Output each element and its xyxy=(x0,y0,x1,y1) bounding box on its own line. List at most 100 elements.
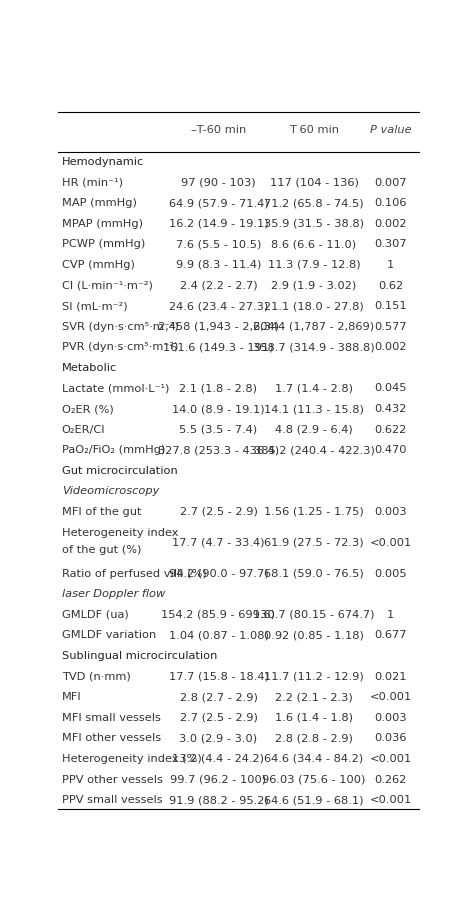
Text: 4.8 (2.9 - 6.4): 4.8 (2.9 - 6.4) xyxy=(275,425,353,435)
Text: 97 (90 - 103): 97 (90 - 103) xyxy=(181,178,256,187)
Text: 2,344 (1,787 - 2,869): 2,344 (1,787 - 2,869) xyxy=(253,321,374,331)
Text: 0.003: 0.003 xyxy=(374,507,407,517)
Text: 64.9 (57.9 - 71.4): 64.9 (57.9 - 71.4) xyxy=(169,198,268,208)
Text: 14.0 (8.9 - 19.1): 14.0 (8.9 - 19.1) xyxy=(172,404,265,415)
Text: 2.2 (2.1 - 2.3): 2.2 (2.1 - 2.3) xyxy=(275,692,353,702)
Text: 385.2 (240.4 - 422.3): 385.2 (240.4 - 422.3) xyxy=(253,446,374,456)
Text: SVR (dyn·s·cm⁵·m⁻²): SVR (dyn·s·cm⁵·m⁻²) xyxy=(62,321,179,331)
Text: 71.2 (65.8 - 74.5): 71.2 (65.8 - 74.5) xyxy=(264,198,364,208)
Text: 0.151: 0.151 xyxy=(374,301,407,311)
Text: 17.7 (15.8 - 18.4): 17.7 (15.8 - 18.4) xyxy=(168,672,268,682)
Text: 2,458 (1,943 - 2,604): 2,458 (1,943 - 2,604) xyxy=(158,321,279,331)
Text: Gut microcirculation: Gut microcirculation xyxy=(62,466,178,476)
Text: 17.7 (4.7 - 33.4): 17.7 (4.7 - 33.4) xyxy=(172,538,265,548)
Text: 0.021: 0.021 xyxy=(374,672,407,682)
Text: 16.2 (14.9 - 19.1): 16.2 (14.9 - 19.1) xyxy=(169,219,268,229)
Text: 0.577: 0.577 xyxy=(374,321,407,331)
Text: 0.002: 0.002 xyxy=(374,342,407,352)
Text: Lactate (mmol·L⁻¹): Lactate (mmol·L⁻¹) xyxy=(62,383,169,394)
Text: 68.1 (59.0 - 76.5): 68.1 (59.0 - 76.5) xyxy=(264,569,364,579)
Text: PaO₂/FiO₂ (mmHg): PaO₂/FiO₂ (mmHg) xyxy=(62,446,165,456)
Text: 327.8 (253.3 - 436.4): 327.8 (253.3 - 436.4) xyxy=(158,446,279,456)
Text: MFI other vessels: MFI other vessels xyxy=(62,733,161,743)
Text: 2.7 (2.5 - 2.9): 2.7 (2.5 - 2.9) xyxy=(179,507,258,517)
Text: 3.0 (2.9 - 3.0): 3.0 (2.9 - 3.0) xyxy=(179,733,258,743)
Text: HR (min⁻¹): HR (min⁻¹) xyxy=(62,178,123,187)
Text: 130.7 (80.15 - 674.7): 130.7 (80.15 - 674.7) xyxy=(253,610,375,620)
Text: 2.1 (1.8 - 2.8): 2.1 (1.8 - 2.8) xyxy=(179,383,258,394)
Text: 11.7 (11.2 - 12.9): 11.7 (11.2 - 12.9) xyxy=(264,672,364,682)
Text: 1.56 (1.25 - 1.75): 1.56 (1.25 - 1.75) xyxy=(264,507,364,517)
Text: 0.62: 0.62 xyxy=(378,280,403,290)
Text: GMLDF variation: GMLDF variation xyxy=(62,631,156,641)
Text: Videomicroscopy: Videomicroscopy xyxy=(62,487,159,497)
Text: SI (mL·m⁻²): SI (mL·m⁻²) xyxy=(62,301,127,311)
Text: 61.9 (27.5 - 72.3): 61.9 (27.5 - 72.3) xyxy=(264,538,364,548)
Text: 64.6 (51.9 - 68.1): 64.6 (51.9 - 68.1) xyxy=(264,795,364,805)
Text: <0.001: <0.001 xyxy=(370,754,412,764)
Text: Heterogeneity index (%): Heterogeneity index (%) xyxy=(62,754,201,764)
Text: 2.8 (2.8 - 2.9): 2.8 (2.8 - 2.9) xyxy=(275,733,353,743)
Text: 0.002: 0.002 xyxy=(374,219,407,229)
Text: 24.6 (23.4 - 27.3): 24.6 (23.4 - 27.3) xyxy=(169,301,268,311)
Text: Heterogeneity index: Heterogeneity index xyxy=(62,529,178,539)
Text: 96.03 (75.6 - 100): 96.03 (75.6 - 100) xyxy=(262,774,365,784)
Text: 0.005: 0.005 xyxy=(374,569,407,579)
Text: of the gut (%): of the gut (%) xyxy=(62,545,141,555)
Text: O₂ER/CI: O₂ER/CI xyxy=(62,425,106,435)
Text: 1.7 (1.4 - 2.8): 1.7 (1.4 - 2.8) xyxy=(275,383,353,394)
Text: PPV other vessels: PPV other vessels xyxy=(62,774,163,784)
Text: Hemodynamic: Hemodynamic xyxy=(62,157,144,167)
Text: PVR (dyn·s·cm⁵·m⁻²): PVR (dyn·s·cm⁵·m⁻²) xyxy=(62,342,178,352)
Text: 14.1 (11.3 - 15.8): 14.1 (11.3 - 15.8) xyxy=(264,404,364,415)
Text: 99.7 (96.2 - 100): 99.7 (96.2 - 100) xyxy=(171,774,266,784)
Text: 2.9 (1.9 - 3.02): 2.9 (1.9 - 3.02) xyxy=(272,280,357,290)
Text: Ratio of perfused villi (%): Ratio of perfused villi (%) xyxy=(62,569,206,579)
Text: 1.6 (1.4 - 1.8): 1.6 (1.4 - 1.8) xyxy=(275,713,353,723)
Text: 94.2 (90.0 - 97.7): 94.2 (90.0 - 97.7) xyxy=(169,569,268,579)
Text: <0.001: <0.001 xyxy=(370,795,412,805)
Text: <0.001: <0.001 xyxy=(370,538,412,548)
Text: TVD (n·mm): TVD (n·mm) xyxy=(62,672,131,682)
Text: 0.432: 0.432 xyxy=(374,404,407,415)
Text: Metabolic: Metabolic xyxy=(62,362,117,373)
Text: 8.6 (6.6 - 11.0): 8.6 (6.6 - 11.0) xyxy=(272,239,357,249)
Text: 5.5 (3.5 - 7.4): 5.5 (3.5 - 7.4) xyxy=(179,425,258,435)
Text: 7.6 (5.5 - 10.5): 7.6 (5.5 - 10.5) xyxy=(176,239,261,249)
Text: 0.045: 0.045 xyxy=(374,383,407,394)
Text: 161.6 (149.3 - 191): 161.6 (149.3 - 191) xyxy=(163,342,274,352)
Text: 35.9 (31.5 - 38.8): 35.9 (31.5 - 38.8) xyxy=(264,219,364,229)
Text: 91.9 (88.2 - 95.2): 91.9 (88.2 - 95.2) xyxy=(169,795,268,805)
Text: MPAP (mmHg): MPAP (mmHg) xyxy=(62,219,143,229)
Text: 21.1 (18.0 - 27.8): 21.1 (18.0 - 27.8) xyxy=(264,301,364,311)
Text: CI (L·min⁻¹·m⁻²): CI (L·min⁻¹·m⁻²) xyxy=(62,280,153,290)
Text: T 60 min: T 60 min xyxy=(289,125,339,135)
Text: 154.2 (85.9 - 699.6): 154.2 (85.9 - 699.6) xyxy=(161,610,275,620)
Text: 0.92 (0.85 - 1.18): 0.92 (0.85 - 1.18) xyxy=(264,631,364,641)
Text: 1: 1 xyxy=(387,610,394,620)
Text: 64.6 (34.4 - 84.2): 64.6 (34.4 - 84.2) xyxy=(265,754,364,764)
Text: 0.007: 0.007 xyxy=(374,178,407,187)
Text: MFI: MFI xyxy=(62,692,81,702)
Text: 1: 1 xyxy=(387,260,394,270)
Text: MFI of the gut: MFI of the gut xyxy=(62,507,141,517)
Text: 0.622: 0.622 xyxy=(374,425,407,435)
Text: 9.9 (8.3 - 11.4): 9.9 (8.3 - 11.4) xyxy=(176,260,261,270)
Text: PCWP (mmHg): PCWP (mmHg) xyxy=(62,239,145,249)
Text: 1.04 (0.87 - 1.08): 1.04 (0.87 - 1.08) xyxy=(168,631,268,641)
Text: 358.7 (314.9 - 388.8): 358.7 (314.9 - 388.8) xyxy=(253,342,375,352)
Text: MFI small vessels: MFI small vessels xyxy=(62,713,160,723)
Text: 117 (104 - 136): 117 (104 - 136) xyxy=(270,178,359,187)
Text: laser Doppler flow: laser Doppler flow xyxy=(62,589,165,599)
Text: –T-60 min: –T-60 min xyxy=(191,125,246,135)
Text: <0.001: <0.001 xyxy=(370,692,412,702)
Text: Sublingual microcirculation: Sublingual microcirculation xyxy=(62,651,217,661)
Text: 0.307: 0.307 xyxy=(374,239,407,249)
Text: 11.3 (7.9 - 12.8): 11.3 (7.9 - 12.8) xyxy=(268,260,360,270)
Text: 2.4 (2.2 - 2.7): 2.4 (2.2 - 2.7) xyxy=(179,280,257,290)
Text: 0.003: 0.003 xyxy=(374,713,407,723)
Text: CVP (mmHg): CVP (mmHg) xyxy=(62,260,134,270)
Text: P value: P value xyxy=(370,125,412,135)
Text: GMLDF (ua): GMLDF (ua) xyxy=(62,610,128,620)
Text: 2.8 (2.7 - 2.9): 2.8 (2.7 - 2.9) xyxy=(179,692,258,702)
